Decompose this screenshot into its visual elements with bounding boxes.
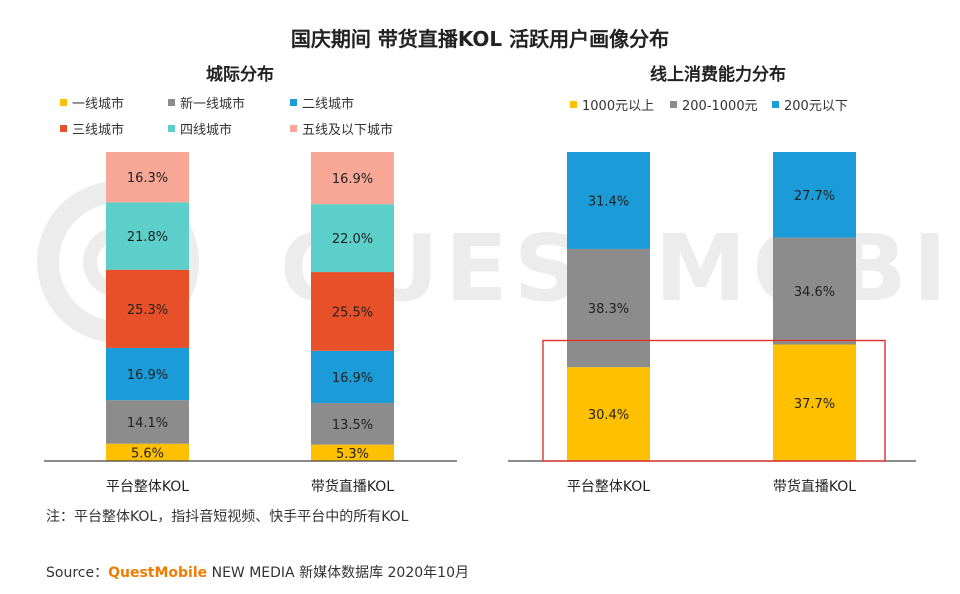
data-label: 5.3% — [336, 447, 369, 462]
legend-label: 三线城市 — [72, 122, 124, 138]
legend-swatch-1 — [570, 101, 577, 108]
consumption-chart: 线上消费能力分布 1000元以上 200-1000元 200元以下 30.4% 38.3%… — [508, 64, 916, 495]
bar-segment-1000-2 — [773, 344, 856, 461]
data-label: 22.0% — [332, 232, 373, 247]
legend-swatch-3 — [772, 101, 779, 108]
data-label: 38.3% — [588, 302, 629, 317]
page-title: 国庆期间 带货直播KOL 活跃用户画像分布 — [291, 27, 669, 51]
data-label: 13.5% — [332, 418, 373, 433]
chart-title: 城际分布 — [206, 64, 274, 85]
data-label: 25.3% — [127, 303, 168, 318]
bar-segment--1 — [106, 400, 189, 444]
data-label: 14.1% — [127, 416, 168, 431]
legend-label: 一线城市 — [72, 96, 124, 112]
bar-segment--1 — [106, 347, 189, 401]
legend-swatch-6 — [290, 125, 297, 132]
source-prefix: Source： — [46, 565, 109, 581]
bar-segment-200-1000-1 — [567, 248, 650, 368]
legend-label: 1000元以上 — [582, 99, 654, 114]
source-line: Source：QuestMobile NEW MEDIA 新媒体数据库 2020… — [46, 562, 469, 582]
source-rest: NEW MEDIA 新媒体数据库 2020年10月 — [207, 565, 469, 581]
data-label: 31.4% — [588, 194, 629, 209]
legend-label: 200元以下 — [784, 99, 848, 114]
data-label: 16.9% — [332, 371, 373, 386]
highlight-box — [542, 339, 886, 462]
bar-segment-200-1 — [567, 152, 650, 249]
data-label: 34.6% — [794, 285, 835, 300]
data-label: 25.5% — [332, 305, 373, 320]
data-label: 37.7% — [794, 397, 835, 412]
bar-segment-1000-1 — [567, 367, 650, 461]
footnote: 注：平台整体KOL，指抖音短视频、快手平台中的所有KOL — [46, 509, 409, 525]
bar-segment--1 — [106, 269, 189, 348]
legend-swatch-3 — [290, 99, 297, 106]
legend-swatch-1 — [60, 99, 67, 106]
legend-label: 200-1000元 — [682, 99, 758, 114]
data-label: 30.4% — [588, 408, 629, 423]
bar-segment--2 — [311, 350, 394, 403]
chart-title: 线上消费能力分布 — [650, 64, 786, 85]
legend-label: 四线城市 — [180, 122, 232, 138]
bar-segment--2 — [311, 152, 394, 205]
legend-swatch-2 — [670, 101, 677, 108]
legend-swatch-2 — [168, 99, 175, 106]
legend-label: 二线城市 — [302, 96, 354, 112]
legend-label: 新一线城市 — [180, 96, 245, 112]
legend-swatch-5 — [168, 125, 175, 132]
category-label: 带货直播KOL — [311, 478, 394, 495]
category-label: 平台整体KOL — [567, 479, 650, 495]
data-label: 16.9% — [332, 172, 373, 187]
bar-segment--1 — [106, 443, 189, 461]
bar-segment-200-2 — [773, 152, 856, 238]
bar-segment-200-1000-2 — [773, 237, 856, 345]
source-brand: QuestMobile — [108, 565, 208, 581]
data-label: 21.8% — [127, 230, 168, 245]
legend-label: 五线及以下城市 — [302, 122, 393, 138]
category-label: 带货直播KOL — [773, 478, 856, 495]
bar-segment--2 — [311, 444, 394, 461]
bar-segment--1 — [106, 202, 189, 270]
bar-segment--2 — [311, 204, 394, 273]
data-label: 16.3% — [127, 171, 168, 186]
data-label: 5.6% — [131, 446, 164, 461]
data-label: 16.9% — [127, 368, 168, 383]
bar-segment--1 — [106, 152, 189, 203]
category-label: 平台整体KOL — [106, 479, 189, 495]
data-label: 27.7% — [794, 189, 835, 204]
bar-segment--2 — [311, 272, 394, 351]
bar-segment--2 — [311, 402, 394, 445]
legend-swatch-4 — [60, 125, 67, 132]
